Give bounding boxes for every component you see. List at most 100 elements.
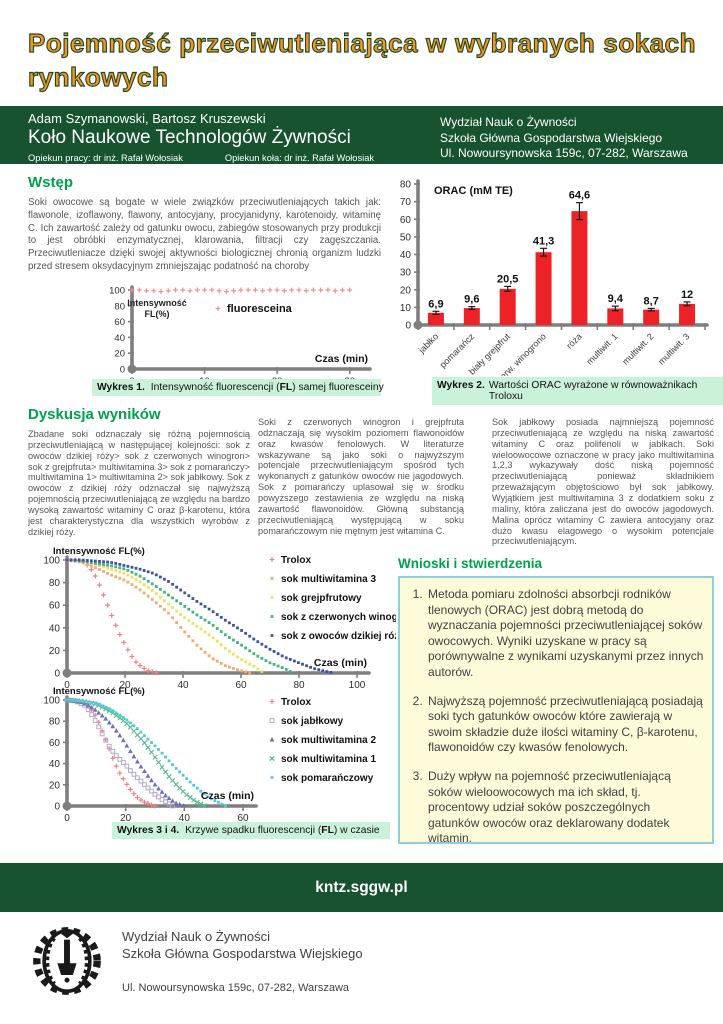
svg-text:Trolox: Trolox (281, 555, 311, 566)
svg-text:60: 60 (114, 317, 125, 328)
svg-text:100: 100 (43, 696, 60, 707)
discussion-column-1: Zbadane soki odznaczały się różną pojemn… (28, 429, 250, 537)
svg-text:20: 20 (119, 680, 131, 691)
svg-text:20,5: 20,5 (497, 273, 518, 285)
svg-text:30: 30 (400, 268, 412, 279)
svg-text:Czas (min): Czas (min) (201, 790, 254, 802)
svg-text:10: 10 (400, 303, 412, 314)
orac-bar-chart: 0 10 20 30 40 50 60 70 80 6,9 jabłko 9,6 pomarańcz 20… (400, 179, 709, 376)
authors: Adam Szymanowski, Bartosz Kruszewski (28, 111, 266, 126)
svg-text:sok z owoców dzikiej róży: sok z owoców dzikiej róży (281, 631, 396, 642)
svg-text:12: 12 (681, 289, 693, 301)
fluorescein-line-chart: 0 20 40 60 80 100 0 10 20 30 fluoresceina Czas (min… (109, 285, 372, 380)
svg-text:20: 20 (400, 285, 412, 296)
conclusions-heading: Wnioski i stwierdzenia (398, 556, 543, 571)
svg-text:60: 60 (235, 680, 247, 691)
svg-text:sok multiwitamina 1: sok multiwitamina 1 (281, 754, 376, 765)
chart2-caption: Wykres 2. Wartości ORAC wyrażone w równo… (432, 377, 723, 405)
title-word: Pojemność (27, 27, 172, 58)
svg-text:9,4: 9,4 (608, 293, 624, 305)
svg-text:60: 60 (49, 738, 61, 749)
svg-text:40: 40 (179, 813, 191, 824)
chart1-caption: Wykres 1. Intensywność fluorescencji (FL… (92, 379, 384, 396)
svg-text:64,6: 64,6 (569, 190, 590, 202)
svg-text:60: 60 (237, 813, 249, 824)
svg-text:FL(%): FL(%) (145, 309, 170, 319)
svg-text:20: 20 (49, 646, 61, 657)
discussion-column-2: Soki z czerwonych winogron i grejpfruta … (258, 417, 464, 536)
svg-text:Czas (min): Czas (min) (315, 353, 368, 365)
title-word: sokach (603, 27, 696, 58)
title-line-2: rynkowych (27, 61, 169, 92)
svg-text:0: 0 (54, 669, 60, 680)
svg-text:róża: róża (564, 331, 583, 350)
title-word: wybranych (454, 27, 596, 58)
svg-text:70: 70 (400, 197, 412, 208)
conclusion-item: Metoda pomiaru zdolności absorbcji rodni… (426, 587, 704, 681)
svg-text:100: 100 (43, 556, 60, 567)
svg-text:0: 0 (64, 813, 70, 824)
svg-text:60: 60 (49, 601, 61, 612)
club-name: Koło Naukowe Technologów Żywności (28, 127, 351, 148)
svg-text:Czas (min): Czas (min) (314, 657, 367, 669)
conclusions-list: Metoda pomiaru zdolności absorbcji rodni… (406, 587, 704, 847)
decay-line-chart-2: 0 20 40 60 80 100 0 20 40 60 Trolox sok jabłkowy sok… (43, 686, 376, 824)
supervisor-work: Opiekun pracy: dr inż. Rafał Wołosiak (28, 153, 183, 163)
svg-text:0: 0 (120, 365, 125, 376)
title-word: w (426, 27, 447, 58)
svg-text:sok jabłkowy: sok jabłkowy (281, 716, 344, 727)
footer-address: Ul. Nowoursynowska 159c, 07-282, Warszaw… (122, 982, 350, 994)
title-line-1: Pojemność przeciwutleniająca w wybranych… (27, 26, 696, 60)
svg-text:40: 40 (49, 759, 61, 770)
svg-text:20: 20 (114, 349, 125, 360)
svg-text:100: 100 (349, 680, 366, 691)
poster-title: Pojemność przeciwutleniająca w wybranych… (27, 26, 696, 94)
discussion-heading: Dyskusja wyników (28, 406, 161, 423)
svg-text:multiwit. 2: multiwit. 2 (620, 331, 655, 366)
supervisor-club: Opiekun koła: dr inż. Rafał Wołosiak (224, 153, 375, 163)
svg-text:Intensywność: Intensywność (127, 298, 187, 308)
svg-text:sok multiwitamina 2: sok multiwitamina 2 (281, 735, 376, 746)
svg-text:Intensywność FL(%): Intensywność FL(%) (53, 686, 145, 697)
footer-url-band: kntz.sggw.pl (0, 863, 723, 912)
svg-text:40: 40 (177, 680, 189, 691)
svg-text:80: 80 (293, 680, 305, 691)
svg-text:20: 20 (120, 813, 132, 824)
svg-text:80: 80 (49, 717, 61, 728)
faculty-name: Wydział Nauk o Żywności (440, 115, 577, 129)
svg-text:41,3: 41,3 (533, 235, 554, 247)
footer: Wydział Nauk o Żywności Szkoła Główna Go… (0, 912, 723, 1024)
svg-text:0: 0 (405, 321, 411, 332)
intro-paragraph: Soki owocowe są bogate w wiele związków … (28, 197, 381, 272)
svg-text:40: 40 (49, 623, 61, 634)
svg-text:Intensywność FL(%): Intensywność FL(%) (53, 546, 145, 557)
svg-text:sok multiwitamina 3: sok multiwitamina 3 (281, 574, 376, 585)
svg-text:multiwit. 3: multiwit. 3 (656, 331, 691, 366)
footer-faculty: Wydział Nauk o Żywności (122, 929, 270, 944)
footer-institution: Wydział Nauk o Żywności Szkoła Główna Go… (122, 929, 363, 963)
svg-text:jabłko: jabłko (416, 331, 440, 355)
svg-text:10: 10 (199, 376, 210, 380)
svg-text:100: 100 (109, 286, 125, 297)
svg-text:0: 0 (54, 802, 60, 813)
svg-text:sok z czerwonych winogron: sok z czerwonych winogron (281, 612, 396, 623)
conclusions-box: Metoda pomiaru zdolności absorbcji rodni… (398, 576, 714, 847)
website-url: kntz.sggw.pl (315, 879, 408, 896)
conclusion-item: Duży wpływ na pojemność przeciwutleniają… (426, 769, 704, 847)
title-word: przeciwutleniająca (179, 27, 419, 58)
chart34-caption: Wykres 3 i 4. Krzywe spadku fluorescencj… (112, 822, 390, 839)
svg-text:60: 60 (400, 215, 412, 226)
header-right-block: Wydział Nauk o Żywności Szkoła Główna Go… (440, 115, 688, 162)
svg-text:40: 40 (400, 250, 412, 261)
svg-text:8,7: 8,7 (644, 295, 659, 307)
conclusion-item: Najwyższą pojemność przeciwutleniającą p… (426, 694, 704, 756)
svg-text:0: 0 (64, 680, 70, 691)
svg-text:20: 20 (272, 376, 283, 380)
svg-text:sok grejpfrutowy: sok grejpfrutowy (281, 593, 362, 604)
svg-text:40: 40 (114, 333, 125, 344)
discussion-column-3: Sok jabłkowy posiada najmniejszą pojemno… (492, 417, 714, 547)
svg-text:20: 20 (49, 780, 61, 791)
header-left-block: Adam Szymanowski, Bartosz Kruszewski Koł… (28, 111, 374, 163)
svg-text:pomarańcz: pomarańcz (438, 331, 477, 370)
